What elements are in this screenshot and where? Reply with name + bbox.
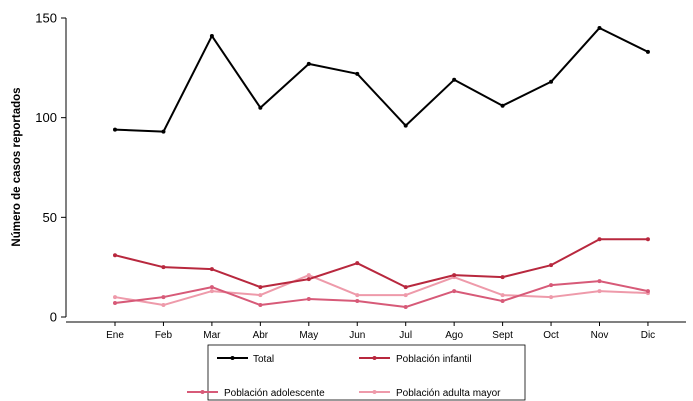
- data-point-poblacion-infantil: [161, 265, 166, 270]
- data-point-poblacion-infantil: [258, 285, 263, 290]
- data-point-poblacion-adulta-mayor: [306, 273, 311, 278]
- data-point-poblacion-infantil: [452, 273, 457, 278]
- y-tick-label: 50: [43, 210, 57, 225]
- series-group: [113, 25, 650, 310]
- data-point-total: [306, 61, 311, 66]
- data-point-poblacion-adolescente: [645, 289, 650, 294]
- data-point-poblacion-adolescente: [258, 303, 263, 308]
- legend-swatch-marker-total: [230, 356, 235, 360]
- x-tick-label: Oct: [543, 330, 559, 341]
- legend-label-poblacion-adolescente: Población adolescente: [224, 388, 325, 399]
- data-point-total: [645, 49, 650, 54]
- legend-item-poblacion-infantil: Población infantil: [359, 354, 472, 365]
- data-point-total: [500, 103, 505, 108]
- data-point-poblacion-adolescente: [113, 301, 117, 306]
- data-point-poblacion-infantil: [306, 277, 311, 282]
- data-point-poblacion-adulta-mayor: [549, 295, 554, 300]
- x-tick-label: Jun: [349, 330, 365, 341]
- data-point-poblacion-adulta-mayor: [113, 295, 117, 300]
- legend-label-poblacion-infantil: Población infantil: [396, 354, 472, 365]
- y-axis-title: Número de casos reportados: [11, 87, 23, 246]
- legend-swatch-marker-poblacion-adulta-mayor: [372, 390, 377, 394]
- data-point-poblacion-infantil: [645, 237, 650, 242]
- data-point-poblacion-adulta-mayor: [500, 293, 505, 298]
- y-tick-label: 100: [35, 110, 57, 125]
- data-point-poblacion-adolescente: [161, 295, 166, 300]
- x-tick-label: Nov: [591, 330, 609, 341]
- legend-item-total: Total: [217, 354, 274, 365]
- data-point-poblacion-adolescente: [209, 285, 214, 290]
- axes: Número de casos reportados: [11, 18, 686, 323]
- data-point-total: [209, 33, 214, 38]
- data-point-poblacion-adulta-mayor: [209, 289, 214, 294]
- series-line-total: [114, 26, 649, 133]
- series-line-poblacion-infantil: [114, 238, 648, 289]
- data-point-total: [161, 129, 166, 134]
- y-tick-label: 150: [35, 11, 57, 26]
- data-point-total: [403, 123, 408, 128]
- data-point-poblacion-adulta-mayor: [355, 293, 360, 298]
- y-tick-label: 0: [50, 310, 57, 325]
- legend-label-total: Total: [253, 354, 274, 365]
- data-point-poblacion-infantil: [209, 267, 214, 272]
- x-tick-label: Ago: [445, 330, 463, 341]
- legend-swatch-marker-poblacion-infantil: [372, 356, 377, 360]
- legend-label-poblacion-adulta-mayor: Población adulta mayor: [396, 388, 501, 399]
- y-ticks: 0 50 100 150: [35, 11, 66, 325]
- legend: Total Población infantil Población adole…: [187, 344, 526, 401]
- data-point-poblacion-infantil: [113, 253, 117, 258]
- series-poblacion-adolescente: [113, 279, 650, 310]
- data-point-poblacion-adolescente: [549, 283, 554, 288]
- data-point-poblacion-adolescente: [403, 305, 408, 310]
- x-tick-label: Abr: [253, 330, 269, 341]
- data-point-total: [258, 105, 263, 110]
- legend-item-poblacion-adolescente: Población adolescente: [187, 388, 325, 399]
- series-line-poblacion-adolescente: [114, 280, 649, 309]
- legend-swatch-marker-poblacion-adolescente: [200, 390, 205, 394]
- data-point-poblacion-adulta-mayor: [258, 293, 263, 298]
- data-point-total: [549, 79, 554, 84]
- x-tick-label: May: [299, 330, 318, 341]
- series-poblacion-infantil: [113, 237, 650, 290]
- data-point-total: [113, 127, 117, 132]
- legend-item-poblacion-adulta-mayor: Población adulta mayor: [359, 388, 501, 399]
- x-tick-label: Ene: [106, 330, 124, 341]
- series-line-poblacion-adulta-mayor: [114, 274, 648, 307]
- x-tick-label: Feb: [155, 330, 173, 341]
- x-tick-label: Jul: [399, 330, 412, 341]
- data-point-poblacion-infantil: [597, 237, 602, 242]
- data-point-total: [452, 77, 457, 82]
- data-point-poblacion-adulta-mayor: [597, 289, 602, 294]
- data-point-total: [355, 71, 360, 76]
- data-point-poblacion-adolescente: [597, 279, 602, 284]
- data-point-poblacion-adolescente: [306, 297, 311, 302]
- data-point-poblacion-infantil: [403, 285, 408, 290]
- x-ticks: Ene Feb Mar Abr May Jun Jul Ago Sept Oct Nov Dic: [106, 322, 655, 341]
- data-point-poblacion-adolescente: [355, 299, 360, 304]
- x-tick-label: Mar: [203, 330, 221, 341]
- data-point-poblacion-adulta-mayor: [161, 303, 166, 308]
- series-total: [113, 25, 650, 134]
- x-tick-label: Dic: [641, 330, 655, 341]
- data-point-poblacion-adolescente: [500, 299, 505, 304]
- data-point-poblacion-infantil: [500, 275, 505, 280]
- legend-frame: [207, 344, 526, 401]
- data-point-poblacion-infantil: [549, 263, 554, 268]
- data-point-poblacion-infantil: [355, 261, 360, 266]
- data-point-poblacion-adolescente: [452, 289, 457, 294]
- data-point-poblacion-adulta-mayor: [403, 293, 408, 298]
- data-point-total: [597, 25, 602, 30]
- x-tick-label: Sept: [492, 330, 513, 341]
